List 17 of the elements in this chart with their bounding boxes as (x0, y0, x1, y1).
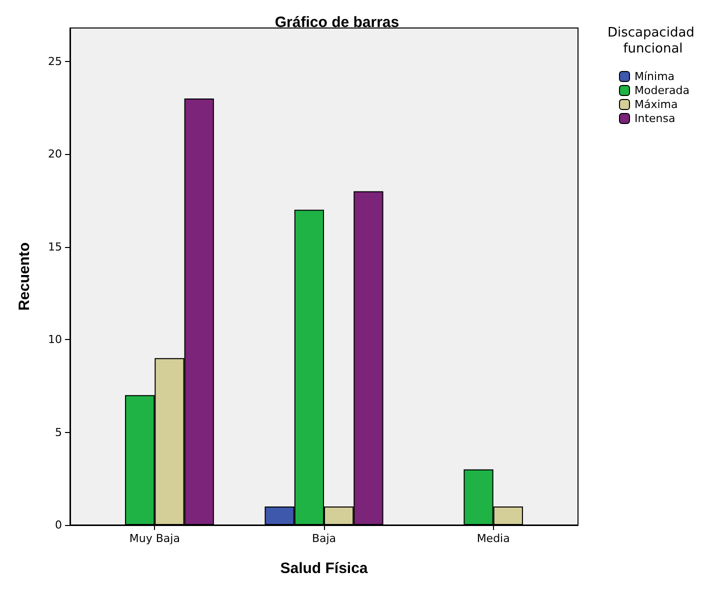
legend-label: Moderada (634, 84, 690, 97)
x-tick-label: Media (476, 532, 510, 545)
y-tick-label: 0 (55, 518, 62, 532)
y-tick-label: 5 (55, 426, 62, 439)
x-tick-label: Baja (312, 532, 336, 545)
y-tick-label: 15 (48, 240, 62, 254)
legend-label: Máxima (634, 98, 678, 111)
legend-label: Intensa (634, 112, 676, 125)
y-tick-label: 10 (48, 333, 62, 346)
y-tick-label: 25 (48, 54, 62, 68)
legend-title: Discapacidad funcional (607, 26, 699, 56)
y-tick-label: 20 (48, 148, 62, 161)
chart-title: Gráfico de barras (274, 14, 400, 31)
y-axis-title: Recuento (16, 242, 33, 311)
x-tick-label: Muy Baja (129, 532, 180, 545)
legend-label: Mínima (634, 70, 675, 83)
x-axis-title: Salud Física (280, 560, 368, 577)
